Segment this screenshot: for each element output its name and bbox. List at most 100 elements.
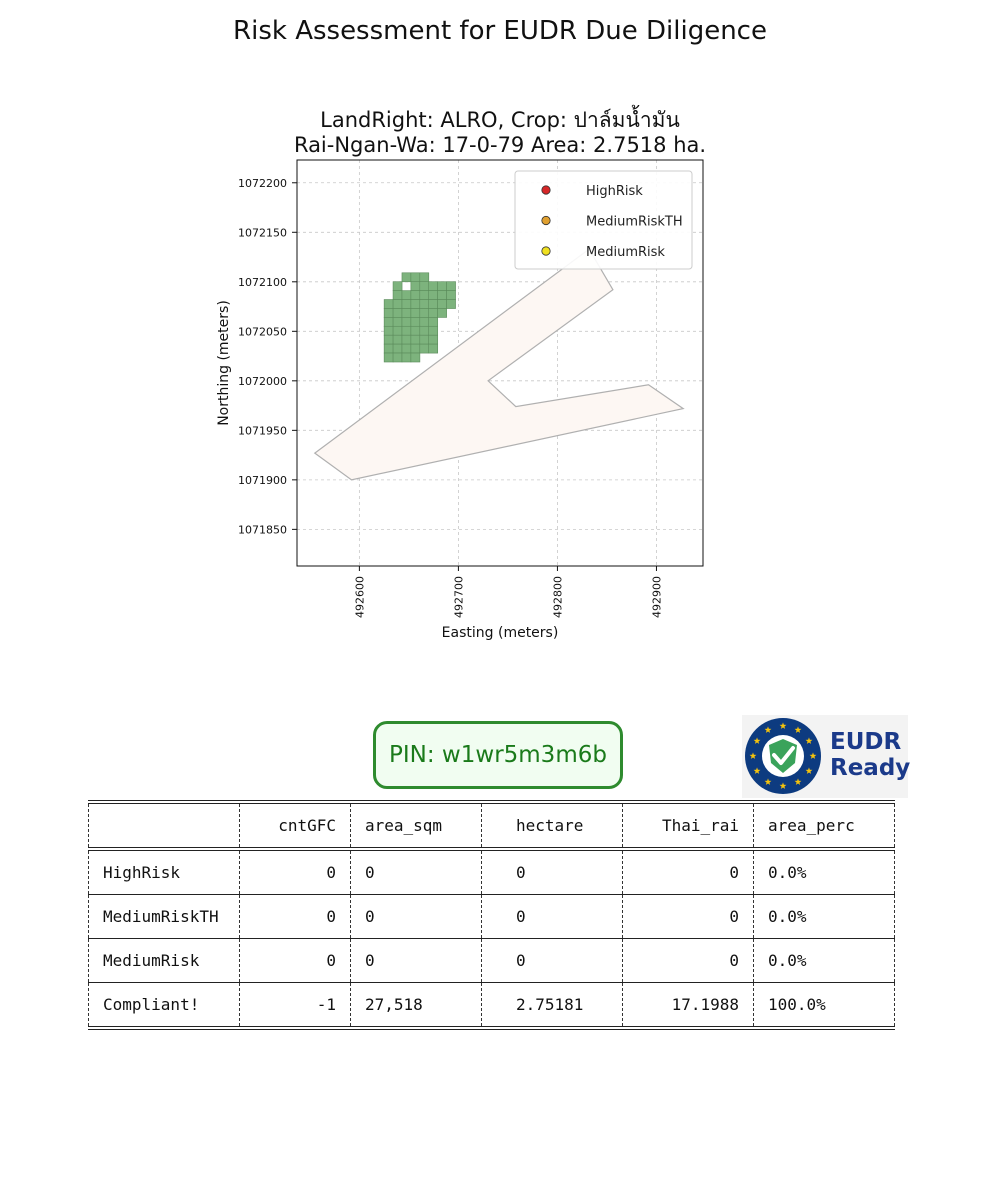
gfc-grid-cell	[410, 290, 421, 300]
cell-cntgfc: 0	[239, 849, 351, 895]
map-title-line2: Rai-Ngan-Wa: 17-0-79 Area: 2.7518 ha.	[294, 133, 706, 157]
legend-marker	[541, 185, 551, 195]
cell-hectare: 0	[481, 938, 623, 983]
gfc-grid-cell	[428, 308, 439, 318]
page-title: Risk Assessment for EUDR Due Diligence	[233, 16, 767, 46]
row-label: MediumRiskTH	[88, 894, 240, 939]
parcel-map: LandRight: ALRO, Crop: ปาล์มน้ำมัน Rai-N…	[216, 105, 706, 641]
gfc-grid-cell	[419, 317, 430, 327]
gfc-grid-cell	[392, 317, 403, 327]
header-cell-index	[88, 802, 240, 849]
cell-hectare: 0	[481, 894, 623, 939]
y-tick-label: 1071950	[238, 424, 287, 437]
star-icon	[805, 767, 813, 774]
gfc-grid-cell	[392, 334, 403, 345]
risk-summary-table: cntGFC area_sqm hectare Thai_rai area_pe…	[88, 800, 895, 1030]
cell-cntgfc: 0	[239, 894, 351, 939]
cell-thai-rai: 0	[622, 894, 754, 939]
gfc-grid-cell	[392, 352, 403, 363]
cell-hectare: 2.75181	[481, 982, 623, 1028]
gfc-grid-cell	[419, 334, 430, 345]
row-label: Compliant!	[88, 982, 240, 1028]
gfc-grid-cell	[383, 299, 394, 309]
gfc-grid-cell	[428, 343, 439, 354]
star-icon	[753, 767, 761, 774]
cell-thai-rai: 17.1988	[622, 982, 754, 1028]
star-icon	[753, 737, 761, 744]
gfc-grid-cell	[437, 308, 447, 318]
table-header-row: cntGFC area_sqm hectare Thai_rai area_pe…	[88, 802, 895, 849]
legend-box	[514, 170, 693, 270]
gfc-grid-cell	[437, 299, 447, 309]
table-row: HighRisk 0 0 0 0 0.0%	[88, 849, 895, 895]
gfc-grid-cell	[410, 334, 421, 345]
gfc-grid-cell	[419, 343, 430, 354]
plot-frame	[296, 159, 704, 567]
gfc-grid-cell	[428, 281, 439, 292]
header-cell-area-sqm: area_sqm	[350, 802, 482, 849]
star-icon	[764, 778, 772, 785]
gfc-grid-cell	[401, 272, 412, 283]
cell-cntgfc: 0	[239, 938, 351, 983]
star-icon	[805, 737, 813, 744]
pin-text: PIN: w1wr5m3m6b	[389, 742, 607, 768]
header-cell-thai-rai: Thai_rai	[622, 802, 754, 849]
gfc-grid-cell	[401, 352, 412, 363]
eu-stars-logo-icon	[745, 718, 821, 794]
gfc-grid-cell	[419, 281, 430, 292]
table-row: MediumRisk 0 0 0 0 0.0%	[88, 938, 895, 983]
legend-label: MediumRisk	[586, 245, 665, 260]
x-tick-label: 492900	[650, 576, 663, 618]
gfc-grid-cell	[446, 290, 456, 300]
star-icon	[749, 752, 757, 759]
eudr-ready-badge: EUDR Ready	[742, 715, 910, 798]
cell-area-sqm: 27,518	[350, 982, 482, 1028]
row-label: MediumRisk	[88, 938, 240, 983]
x-tick-label: 492600	[353, 576, 366, 618]
legend-label: HighRisk	[586, 184, 643, 199]
gfc-grid-cell	[419, 299, 430, 309]
gfc-grid-cell	[419, 308, 430, 318]
y-tick-label: 1072200	[238, 177, 287, 190]
star-icon	[794, 778, 802, 785]
cell-area-perc: 0.0%	[753, 894, 895, 939]
plot-area: 492600 492700 492800 492900 1071850 1071900 10…	[238, 159, 704, 618]
star-icon	[794, 726, 802, 733]
x-axis-label: Easting (meters)	[442, 625, 559, 641]
header-cell-area-perc: area_perc	[753, 802, 895, 849]
star-icon	[764, 726, 772, 733]
legend-label: MediumRiskTH	[586, 215, 683, 230]
gfc-grid-cell	[392, 290, 403, 300]
gfc-grid-cell	[383, 325, 394, 336]
map-title-line1: LandRight: ALRO, Crop: ปาล์มน้ำมัน	[320, 105, 680, 132]
gfc-grid-cell	[401, 317, 412, 327]
gfc-grid-cell	[383, 317, 394, 327]
gfc-grid-cell	[446, 281, 456, 292]
table-row: MediumRiskTH 0 0 0 0 0.0%	[88, 894, 895, 939]
gfc-grid-cell	[410, 272, 421, 283]
gfc-grid-cell	[446, 299, 456, 309]
gfc-grid-cell	[410, 317, 421, 327]
gfc-grid-cell	[428, 334, 439, 345]
gfc-grid-cell	[392, 325, 403, 336]
y-axis-label: Northing (meters)	[216, 300, 232, 426]
gfc-grid-cell	[392, 343, 403, 354]
gfc-grid-cell	[428, 290, 439, 300]
y-tick-label: 1071900	[238, 474, 287, 487]
gfc-grid-cell	[419, 290, 430, 300]
cell-thai-rai: 0	[622, 938, 754, 983]
star-icon	[779, 722, 787, 729]
cell-area-sqm: 0	[350, 894, 482, 939]
pin-box: PIN: w1wr5m3m6b	[373, 721, 623, 789]
cell-area-perc: 0.0%	[753, 849, 895, 895]
legend-marker	[541, 215, 551, 226]
gfc-grid-cell	[428, 299, 439, 309]
table-row: Compliant! -1 27,518 2.75181 17.1988 100…	[88, 982, 895, 1028]
gfc-grid-cell	[401, 343, 412, 354]
gfc-grid-cell	[383, 352, 394, 363]
gfc-grid-cell	[419, 272, 430, 283]
y-tick-label: 1072050	[238, 325, 287, 338]
header-cell-hectare: hectare	[481, 802, 623, 849]
gfc-grid-cell	[401, 308, 412, 318]
y-tick-label: 1072100	[238, 276, 287, 289]
